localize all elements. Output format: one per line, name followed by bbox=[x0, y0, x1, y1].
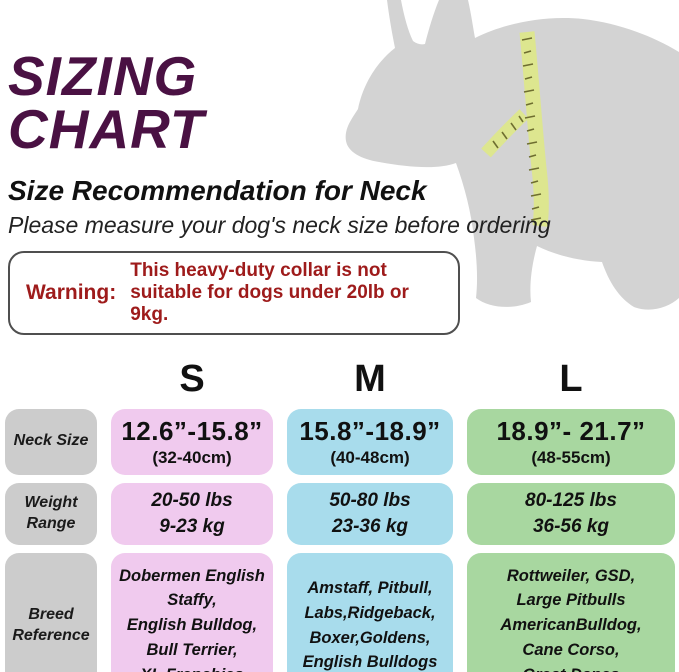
neck-size-m-cell: 15.8”-18.9” (40-48cm) bbox=[287, 408, 453, 475]
measuring-tape-graphic bbox=[481, 31, 549, 227]
weight-range-row-label: Weight Range bbox=[5, 482, 97, 545]
breed-reference-row-label: Breed Reference bbox=[5, 552, 97, 672]
breed-reference-s-cell: Dobermen English Staffy, English Bulldog… bbox=[111, 552, 273, 672]
dog-body-shape bbox=[345, 0, 679, 310]
neck-size-l-inches: 18.9”- 21.7” bbox=[496, 415, 646, 446]
table-corner-spacer bbox=[5, 363, 97, 401]
neck-size-s-cell: 12.6”-15.8” (32-40cm) bbox=[111, 408, 273, 475]
title-line-2: CHART bbox=[8, 98, 205, 160]
dog-silhouette-svg bbox=[345, 0, 679, 310]
column-header-m: M bbox=[354, 357, 386, 400]
neck-size-m-inches: 15.8”-18.9” bbox=[299, 415, 441, 446]
breed-reference-m-cell: Amstaff, Pitbull, Labs,Ridgeback, Boxer,… bbox=[287, 552, 453, 672]
header: SIZING CHART Size Recommendation for Nec… bbox=[0, 0, 679, 335]
neck-size-s-cm: (32-40cm) bbox=[152, 447, 232, 467]
neck-size-row-label: Neck Size bbox=[5, 408, 97, 475]
tape-tick-marks bbox=[492, 37, 542, 221]
weight-range-m-cell: 50-80 lbs 23-36 kg bbox=[287, 482, 453, 545]
warning-label: Warning: bbox=[26, 280, 117, 304]
measure-note: Please measure your dog's neck size befo… bbox=[8, 212, 551, 238]
dog-silhouette-image bbox=[337, 0, 679, 322]
weight-range-s-cell: 20-50 lbs 9-23 kg bbox=[111, 482, 273, 545]
subtitle: Size Recommendation for Neck bbox=[8, 175, 427, 206]
neck-size-m-cm: (40-48cm) bbox=[330, 447, 410, 467]
column-header-s: S bbox=[179, 357, 205, 400]
warning-text: This heavy-duty collar is not suitable f… bbox=[130, 260, 409, 325]
page-title: SIZING CHART bbox=[8, 45, 679, 160]
column-header-l: L bbox=[559, 357, 583, 400]
neck-size-s-inches: 12.6”-15.8” bbox=[121, 415, 263, 446]
size-table: S M L Neck Size 12.6”-15.8” (32-40cm) 15… bbox=[5, 357, 679, 672]
weight-range-l-cell: 80-125 lbs 36-56 kg bbox=[467, 482, 675, 545]
neck-size-l-cm: (48-55cm) bbox=[531, 447, 611, 467]
neck-size-l-cell: 18.9”- 21.7” (48-55cm) bbox=[467, 408, 675, 475]
breed-reference-l-cell: Rottweiler, GSD, Large Pitbulls American… bbox=[467, 552, 675, 672]
title-line-1: SIZING bbox=[8, 45, 198, 107]
warning-box: Warning: This heavy-duty collar is not s… bbox=[8, 251, 460, 335]
